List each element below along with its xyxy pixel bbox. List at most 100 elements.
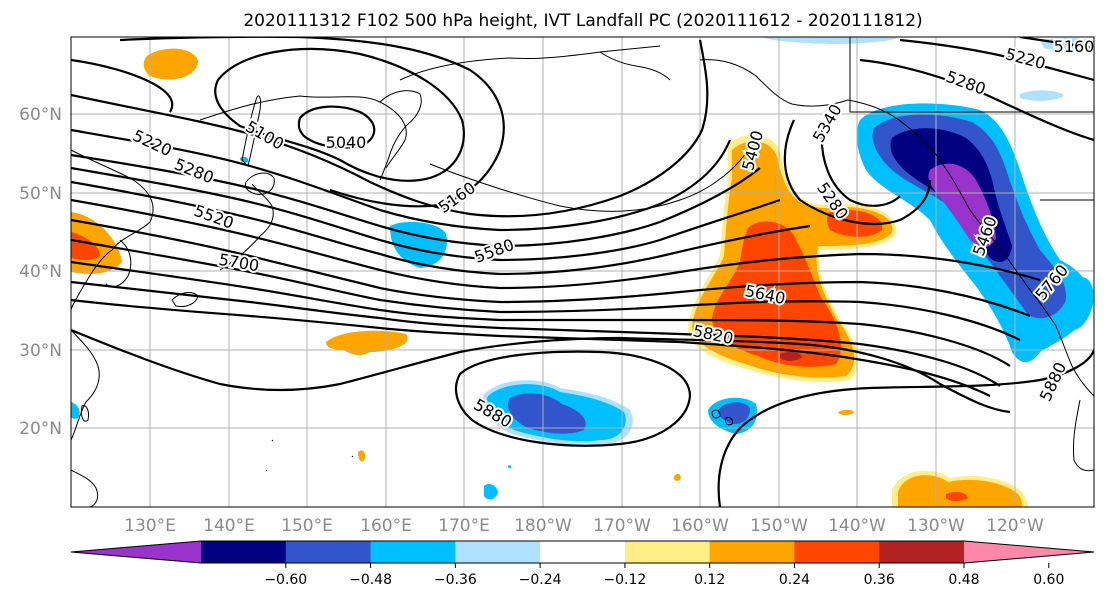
height-contours [71,37,1094,507]
contour-5100 [214,47,465,182]
contour-5040 [297,105,376,149]
contour-label: 5040 [326,133,367,152]
lon-label: 150°W [750,516,808,536]
contour-lat-7 [71,218,1031,318]
colorbar-tick-label: 0.12 [694,572,725,588]
okhotsk-north [399,45,661,81]
ivt-pos-tiny-c [673,473,681,481]
us-coast [1055,325,1094,397]
colorbar-tick-label: 0.36 [864,572,895,588]
latitude-labels: 60°N 50°N 40°N 30°N 20°N [19,105,62,439]
ivt-neg-tiny-a [484,484,498,500]
contour-lat-11 [71,298,991,397]
siberia-coast [199,95,407,169]
colorbar-tick-label: 0.60 [1033,572,1064,588]
lat-label: 60°N [19,105,62,125]
ivt-neg-tiny-b [508,465,512,469]
contour-5880 [454,350,692,447]
colorbar-tick-label: 0.48 [948,572,979,588]
lon-label: 120°W [986,516,1044,536]
asia-coast [71,149,154,311]
colorbar-extend-max [964,541,1094,563]
bc-coast [969,209,1057,327]
aleutians [429,149,749,212]
contour-lat-9 [71,260,1011,367]
colorbar-segment [879,541,965,563]
ivt-pos-southeast-red [946,491,968,501]
colorbar-tick-label: −0.60 [264,572,307,588]
lon-label: 140°W [828,516,886,536]
contour-lat-6 [71,198,1041,290]
ivt-neg-coast-purple [928,163,996,248]
contour-east-5220 [820,129,901,207]
ivt-pos-tiny-b [838,409,854,416]
lat-label: 50°N [19,184,62,204]
colorbar-tick-label: −0.12 [603,572,646,588]
colorbar-segment [455,541,541,563]
colorbar-segment [794,541,880,563]
colorbar-tick-label: −0.48 [349,572,392,588]
contour-lat-3 [71,153,761,248]
ivt-neg-south-core [508,393,586,434]
ivt-neg-coast-south [1065,276,1094,331]
baja [1073,399,1094,472]
colorbar-tick-label: −0.36 [434,572,477,588]
ivt-pos-southeast-orange [898,475,1023,507]
contour-5820 [71,328,1011,414]
contour-lat-2 [71,128,732,232]
contour-lat-8 [71,238,1021,341]
contour-lat-4 [71,166,781,262]
lat-label: 30°N [19,341,62,361]
colorbar-segment [201,541,287,563]
colorbar: −0.60 −0.48 −0.36 −0.24 −0.12 0.12 0.24 0.36 0.4… [70,540,1095,588]
lon-label: 180°W [514,516,572,536]
contour-ne-5220 [899,38,1094,82]
alaska-coast [847,99,971,211]
ivt-pos-tiny-a [358,450,366,462]
contour-lat-5 [71,180,811,276]
contour-ne-5160 [1019,37,1094,50]
lon-label: 150°E [281,516,333,536]
colorbar-segment [370,541,456,563]
contour-lat-10 [71,280,1001,387]
lon-label: 170°E [438,516,490,536]
map-frame [70,36,1095,508]
ivt-neg-west-edge [71,402,80,419]
china-coast [71,329,100,441]
taiwan [81,405,89,422]
ivt-pos-plume-darkred [780,351,802,361]
ivt-neg-coast-light-a [1020,90,1064,101]
lat-label: 40°N [19,262,62,282]
colorbar-extend-min [71,541,201,563]
ivt-pos-nw-blob [143,48,198,80]
sakhalin [241,95,261,167]
chukotka [599,51,671,81]
contour-ne-5280 [859,58,1094,142]
lon-label: 140°E [203,516,255,536]
ivt-positive-shading [71,48,1028,507]
lon-label: 160°E [360,516,412,536]
lon-label: 170°W [593,516,651,536]
micronesia [265,439,354,472]
lon-label: 130°E [124,516,176,536]
contour-5880-east [717,349,1094,507]
contour-east-5280 [783,119,932,226]
coastlines [71,37,1094,507]
alaska-box [849,37,1094,113]
ivt-pos-west-core [71,232,100,260]
hokkaido [245,172,275,195]
ivt-pos-small-30n [326,330,408,356]
lat-label: 20°N [19,419,62,439]
kamchatka [379,90,422,181]
colorbar-segment [624,541,711,563]
hainan-coast [71,469,99,507]
colorbar-tick-label: −0.24 [519,572,562,588]
colorbar-outline [70,540,1095,564]
contour-west-short [71,58,174,113]
colorbar-segment [709,541,795,563]
contour-label: 5160 [1054,37,1095,56]
ivt-pos-plume-red-ne [827,210,883,237]
lon-label: 130°W [907,516,965,536]
hawaii [711,409,733,426]
